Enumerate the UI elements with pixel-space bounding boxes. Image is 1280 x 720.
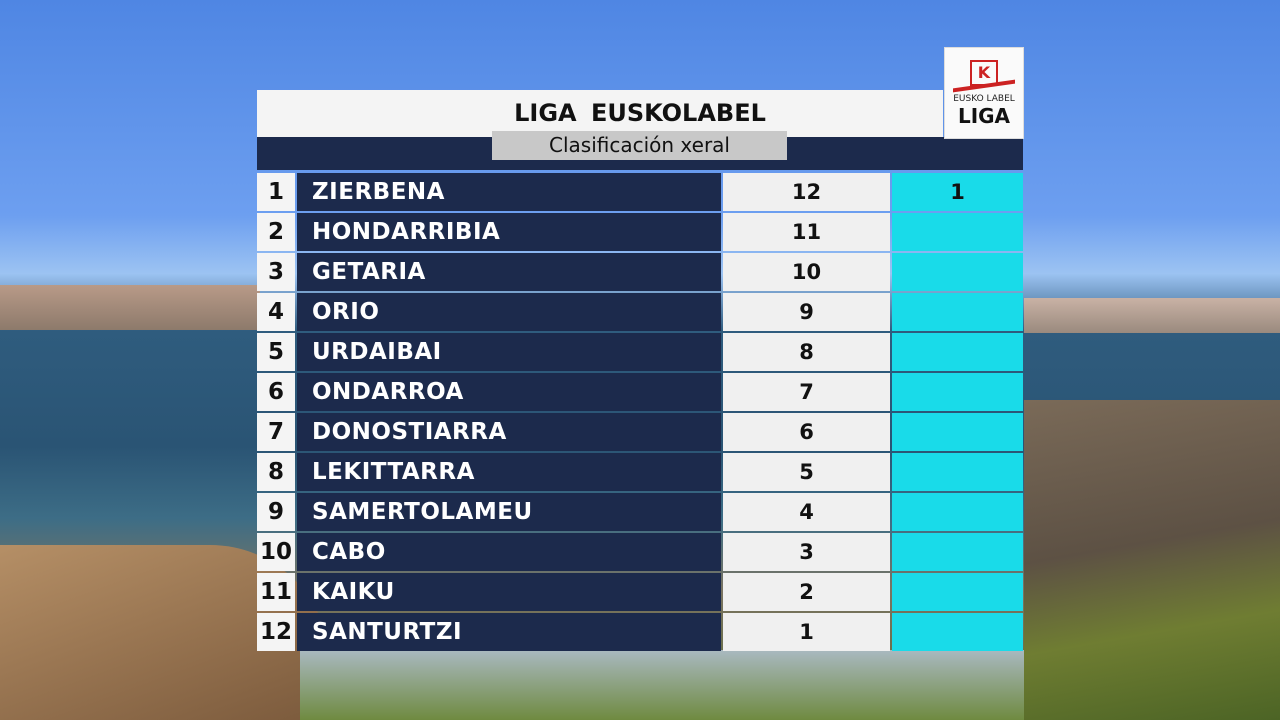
extra <box>892 253 1023 291</box>
team-name: ORIO <box>297 293 721 331</box>
rank: 1 <box>257 173 295 211</box>
rank: 7 <box>257 413 295 451</box>
extra <box>892 373 1023 411</box>
extra <box>892 573 1023 611</box>
extra <box>892 293 1023 331</box>
extra <box>892 213 1023 251</box>
points: 3 <box>723 533 890 571</box>
points: 1 <box>723 613 890 651</box>
points: 8 <box>723 333 890 371</box>
team-name: SAMERTOLAMEU <box>297 493 721 531</box>
team-name: GETARIA <box>297 253 721 291</box>
points: 2 <box>723 573 890 611</box>
title: LIGA EUSKOLABEL <box>514 99 766 127</box>
points: 7 <box>723 373 890 411</box>
rank: 2 <box>257 213 295 251</box>
rank: 6 <box>257 373 295 411</box>
rank: 5 <box>257 333 295 371</box>
extra <box>892 613 1023 651</box>
team-name: URDAIBAI <box>297 333 721 371</box>
foreground <box>300 650 1024 720</box>
points: 4 <box>723 493 890 531</box>
rocks-right <box>1024 400 1280 720</box>
rank: 8 <box>257 453 295 491</box>
title-bar: LIGA EUSKOLABEL <box>257 90 943 137</box>
extra: 1 <box>892 173 1023 211</box>
extra <box>892 333 1023 371</box>
rank: 4 <box>257 293 295 331</box>
rank: 10 <box>257 533 295 571</box>
points: 11 <box>723 213 890 251</box>
points: 12 <box>723 173 890 211</box>
extra <box>892 533 1023 571</box>
subtitle: Clasificación xeral <box>492 131 787 160</box>
team-name: CABO <box>297 533 721 571</box>
logo-brand: EUSKO LABEL <box>953 94 1015 104</box>
rank: 12 <box>257 613 295 651</box>
rank: 9 <box>257 493 295 531</box>
points: 5 <box>723 453 890 491</box>
team-name: ONDARROA <box>297 373 721 411</box>
city-left <box>0 285 260 330</box>
rank: 3 <box>257 253 295 291</box>
extra <box>892 413 1023 451</box>
team-name: LEKITTARRA <box>297 453 721 491</box>
points: 10 <box>723 253 890 291</box>
rank: 11 <box>257 573 295 611</box>
points: 6 <box>723 413 890 451</box>
points: 9 <box>723 293 890 331</box>
team-name: SANTURTZI <box>297 613 721 651</box>
extra <box>892 493 1023 531</box>
team-name: KAIKU <box>297 573 721 611</box>
logo: K EUSKO LABEL LIGA <box>944 47 1024 139</box>
team-name: ZIERBENA <box>297 173 721 211</box>
extra <box>892 453 1023 491</box>
logo-name: LIGA <box>957 104 1011 128</box>
city-right <box>1024 298 1280 333</box>
team-name: DONOSTIARRA <box>297 413 721 451</box>
team-name: HONDARRIBIA <box>297 213 721 251</box>
